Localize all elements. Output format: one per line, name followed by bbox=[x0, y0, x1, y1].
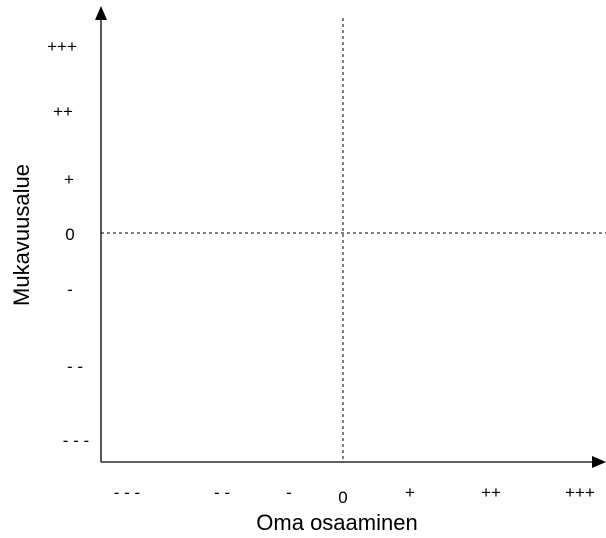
y-tick-label: - bbox=[67, 280, 73, 299]
x-axis-arrow-icon bbox=[592, 456, 606, 468]
x-tick-label: 0 bbox=[338, 488, 347, 507]
x-tick-label: - - bbox=[214, 483, 230, 502]
y-axis-arrow-icon bbox=[95, 6, 107, 20]
x-tick-label: +++ bbox=[565, 483, 595, 502]
y-tick-label: +++ bbox=[47, 37, 77, 56]
x-axis-title: Oma osaaminen bbox=[256, 510, 417, 535]
x-tick-label: ++ bbox=[481, 483, 501, 502]
x-tick-label: + bbox=[405, 483, 415, 502]
y-tick-label: + bbox=[64, 170, 74, 189]
y-tick-label: 0 bbox=[65, 225, 74, 244]
y-tick-label: - - - bbox=[63, 431, 89, 450]
y-tick-label: ++ bbox=[53, 102, 73, 121]
y-axis-title: Mukavuusalue bbox=[9, 164, 34, 306]
x-tick-label: - - - bbox=[114, 483, 140, 502]
y-tick-label: - - bbox=[67, 357, 83, 376]
x-tick-label: - bbox=[286, 483, 292, 502]
